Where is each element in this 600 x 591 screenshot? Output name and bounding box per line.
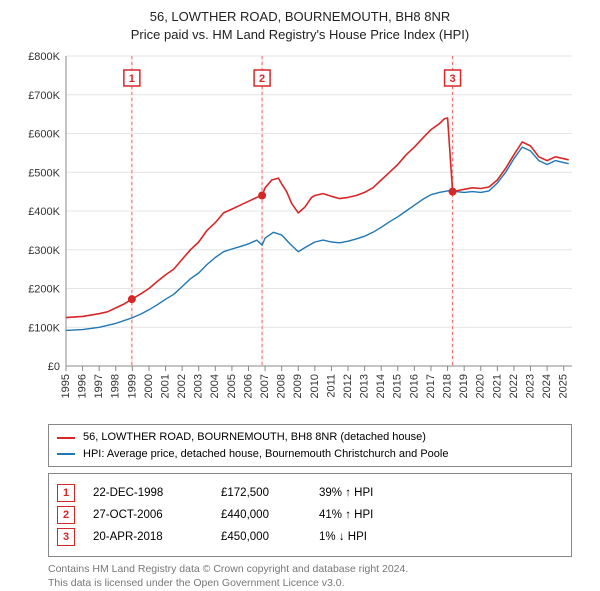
svg-text:3: 3 [449,73,455,85]
svg-text:2016: 2016 [408,374,420,398]
sale-date: 22-DEC-1998 [93,487,203,499]
legend-swatch-series-0 [57,437,75,439]
svg-text:2008: 2008 [276,374,288,398]
svg-text:2019: 2019 [458,374,470,398]
svg-text:1998: 1998 [110,374,122,398]
svg-text:2007: 2007 [259,374,271,398]
svg-text:2005: 2005 [226,374,238,398]
svg-text:1996: 1996 [76,374,88,398]
legend-swatch-series-1 [57,453,75,455]
sale-delta: 1% ↓ HPI [319,531,409,543]
svg-text:£200K: £200K [28,284,60,296]
legend-item: 56, LOWTHER ROAD, BOURNEMOUTH, BH8 8NR (… [57,429,563,446]
marker-badge-3: 3 [57,528,75,546]
chart-title-block: 56, LOWTHER ROAD, BOURNEMOUTH, BH8 8NR P… [10,8,590,44]
svg-text:£400K: £400K [28,206,60,218]
sale-price: £440,000 [221,509,301,521]
svg-text:2012: 2012 [342,374,354,398]
svg-text:1995: 1995 [60,374,72,398]
legend-label: 56, LOWTHER ROAD, BOURNEMOUTH, BH8 8NR (… [83,429,426,446]
svg-text:2003: 2003 [193,374,205,398]
svg-text:2023: 2023 [524,374,536,398]
legend-label: HPI: Average price, detached house, Bour… [83,446,448,463]
title-line-1: 56, LOWTHER ROAD, BOURNEMOUTH, BH8 8NR [10,8,590,26]
sales-row: 2 27-OCT-2006 £440,000 41% ↑ HPI [57,506,563,524]
footnote-line-1: Contains HM Land Registry data © Crown c… [48,563,572,577]
svg-text:2002: 2002 [176,374,188,398]
svg-text:£0: £0 [48,361,60,373]
line-chart-svg: £0 £100K £200K £300K £400K £500K £600K £700K £80… [10,50,590,422]
chart-area: £0 £100K £200K £300K £400K £500K £600K £700K £80… [10,50,590,422]
svg-text:2024: 2024 [541,374,553,398]
svg-text:£700K: £700K [28,90,60,102]
svg-text:1999: 1999 [126,374,138,398]
title-line-2: Price paid vs. HM Land Registry's House … [10,26,590,44]
svg-text:2001: 2001 [159,374,171,398]
svg-text:1997: 1997 [93,374,105,398]
legend: 56, LOWTHER ROAD, BOURNEMOUTH, BH8 8NR (… [48,424,572,467]
svg-text:£100K: £100K [28,323,60,335]
svg-text:£800K: £800K [28,51,60,63]
svg-text:1: 1 [129,73,135,85]
svg-text:£500K: £500K [28,168,60,180]
svg-text:2020: 2020 [475,374,487,398]
svg-text:2010: 2010 [309,374,321,398]
svg-text:2006: 2006 [242,374,254,398]
svg-text:2021: 2021 [491,374,503,398]
footnote-line-2: This data is licensed under the Open Gov… [48,577,572,591]
svg-text:2015: 2015 [392,374,404,398]
svg-text:2014: 2014 [375,374,387,398]
marker-badge-1: 1 [57,484,75,502]
svg-text:2025: 2025 [558,374,570,398]
svg-text:2004: 2004 [209,374,221,398]
sale-date: 27-OCT-2006 [93,509,203,521]
svg-text:2017: 2017 [425,374,437,398]
sale-price: £172,500 [221,487,301,499]
svg-text:2009: 2009 [292,374,304,398]
sales-row: 3 20-APR-2018 £450,000 1% ↓ HPI [57,528,563,546]
marker-badge-2: 2 [57,506,75,524]
svg-text:2013: 2013 [359,374,371,398]
sale-price: £450,000 [221,531,301,543]
svg-text:£600K: £600K [28,129,60,141]
sale-delta: 41% ↑ HPI [319,509,409,521]
sales-table: 1 22-DEC-1998 £172,500 39% ↑ HPI 2 27-OC… [48,473,572,557]
svg-text:2000: 2000 [143,374,155,398]
sales-row: 1 22-DEC-1998 £172,500 39% ↑ HPI [57,484,563,502]
svg-text:2011: 2011 [325,374,337,398]
svg-text:2022: 2022 [508,374,520,398]
svg-text:2018: 2018 [441,374,453,398]
footnote: Contains HM Land Registry data © Crown c… [48,563,572,590]
legend-item: HPI: Average price, detached house, Bour… [57,446,563,463]
svg-text:£300K: £300K [28,245,60,257]
sale-date: 20-APR-2018 [93,531,203,543]
svg-text:2: 2 [259,73,265,85]
sale-delta: 39% ↑ HPI [319,487,409,499]
